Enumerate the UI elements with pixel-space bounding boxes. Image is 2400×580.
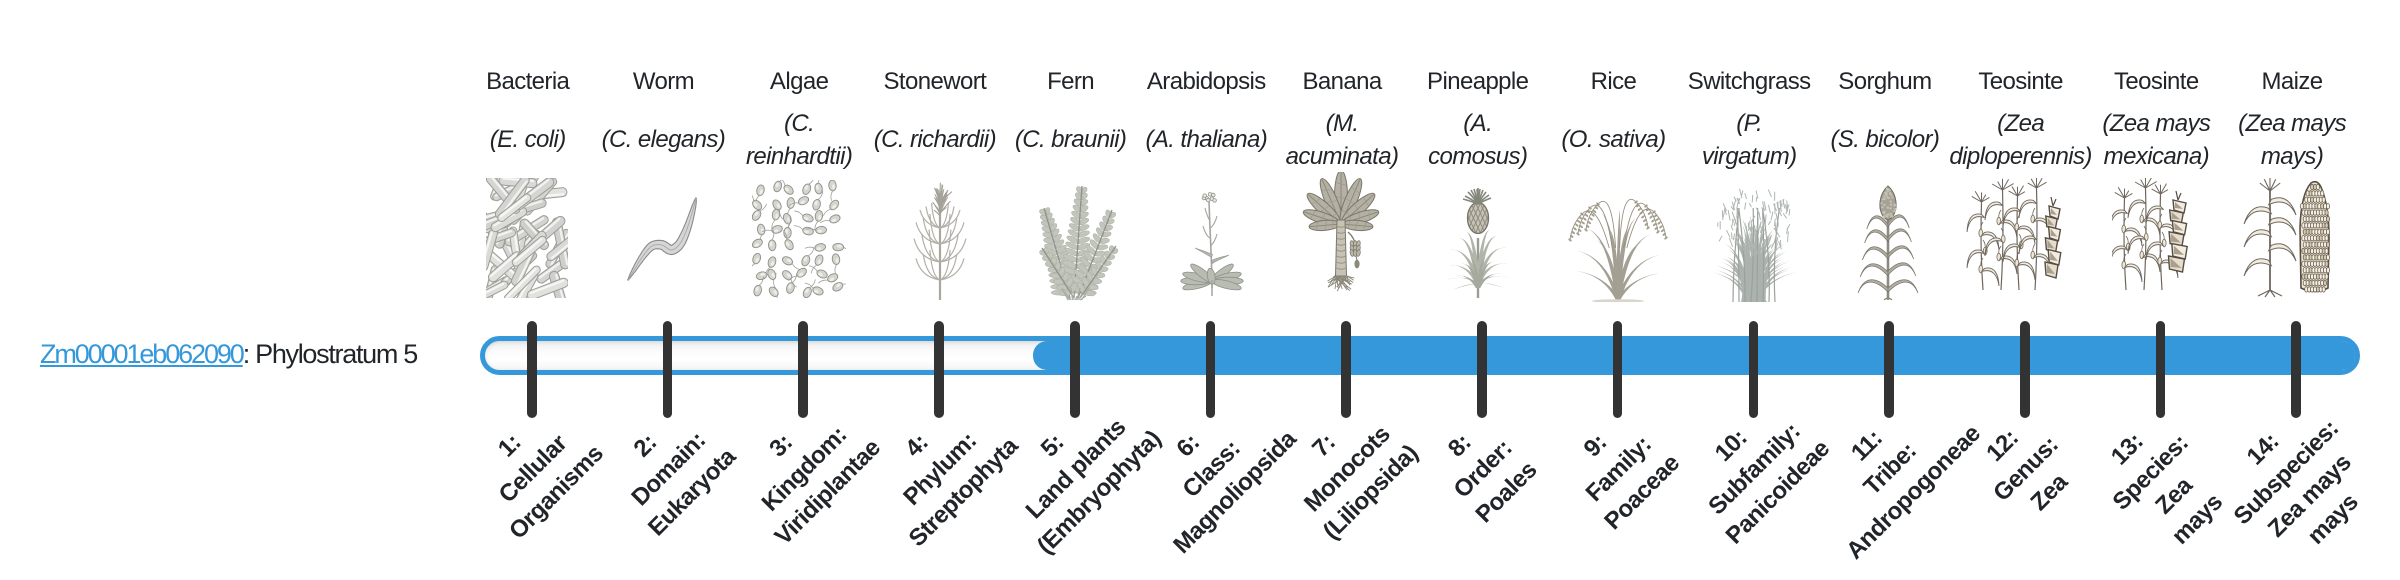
svg-text:8:Order:Poales: 8:Order:Poales — [1424, 410, 1542, 528]
svg-text:13:Species:Zeamays: 13:Species:Zeamays — [2084, 406, 2240, 562]
svg-text:14:Subspecies:Zea maysmays: 14:Subspecies:Zea maysmays — [2205, 392, 2390, 577]
svg-text:9:Family:Poaceae: 9:Family:Poaceae — [1553, 403, 1685, 535]
svg-text:12:Genus:Zea: 12:Genus:Zea — [1965, 408, 2087, 530]
